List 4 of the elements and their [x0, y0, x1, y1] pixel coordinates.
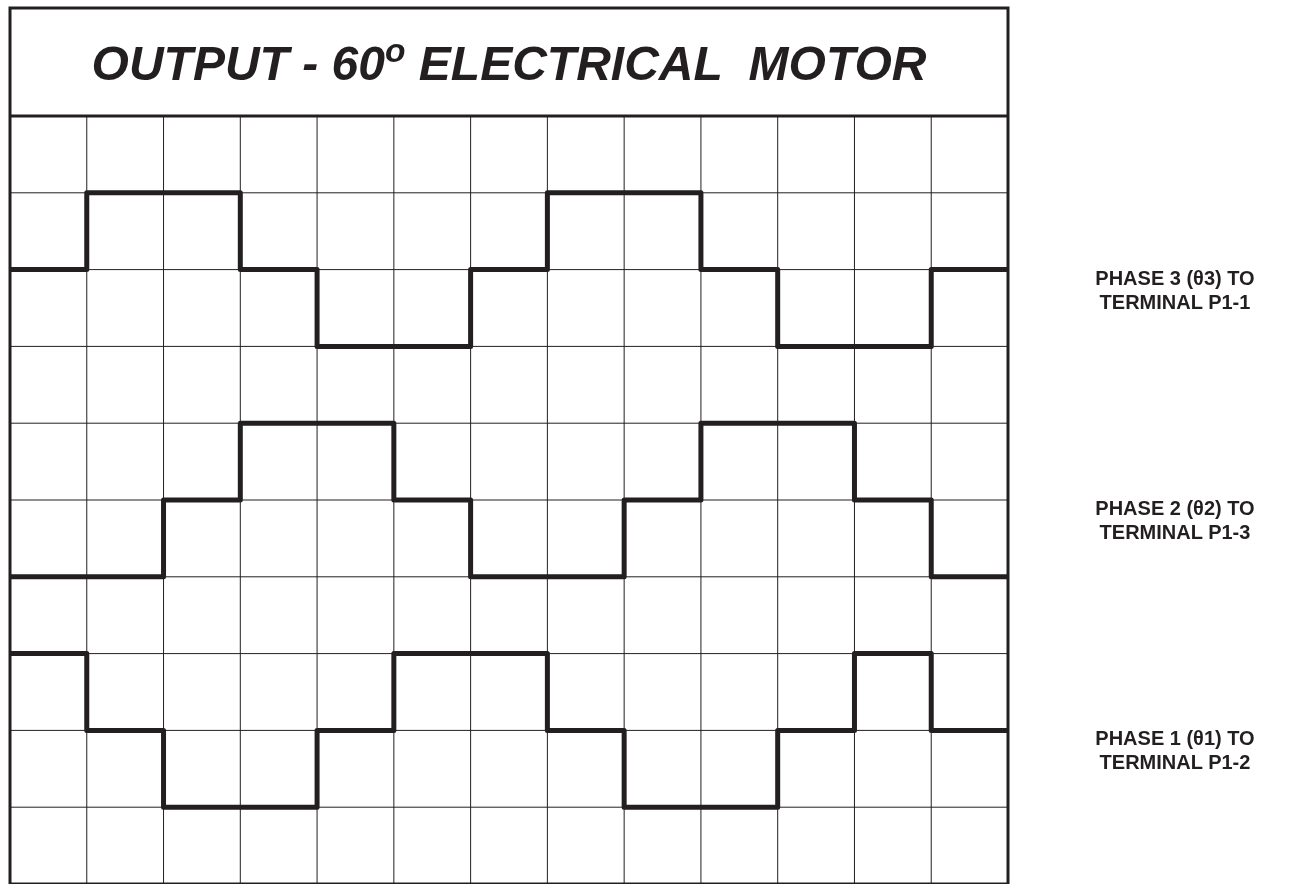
- chart-title: OUTPUT - 60$^{o}$ ELECTRICAL MOTOR: [91, 31, 927, 90]
- text: PHASE 3 (θ3) TO TERMINAL P1-1: [1095, 266, 1255, 313]
- text: PHASE 2 (θ2) TO TERMINAL P1-3: [1095, 497, 1255, 543]
- text: PHASE 1 (θ1) TO TERMINAL P1-2: [1095, 727, 1255, 774]
